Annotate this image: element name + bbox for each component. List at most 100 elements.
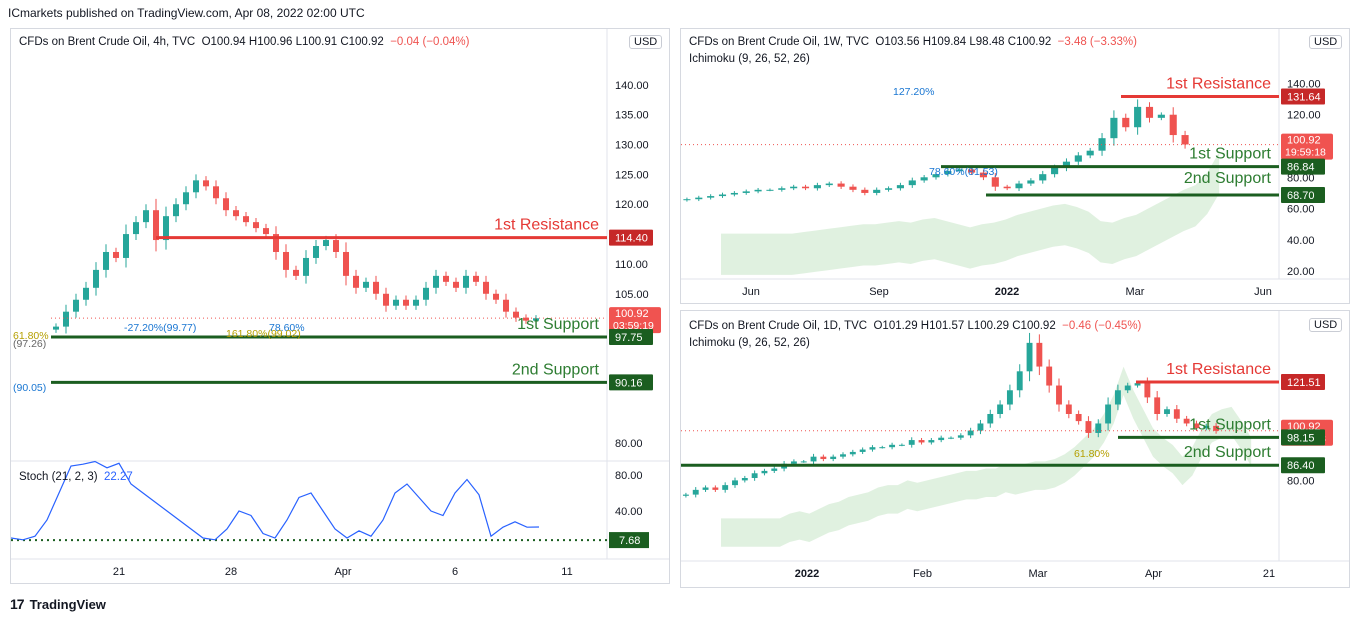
candle-body: [968, 169, 976, 173]
candle-body: [1074, 155, 1082, 162]
candle-body: [718, 194, 727, 197]
level-price-label: 86.40: [1287, 460, 1315, 472]
candle-body: [263, 228, 269, 235]
candle-body: [1105, 404, 1112, 424]
tradingview-logo-icon: 17: [10, 596, 25, 612]
candle-body: [63, 311, 69, 327]
candle-body: [885, 188, 893, 190]
candle-body: [1110, 117, 1118, 139]
level-price-badge: [1281, 88, 1325, 105]
y-tick-label: 125.00: [615, 169, 649, 181]
y-tick-label: 80.00: [1287, 172, 1315, 184]
candle-body: [73, 299, 79, 312]
candle-body: [193, 180, 199, 193]
candle-body: [1095, 423, 1102, 433]
candle-body: [948, 437, 954, 439]
candle-body: [849, 186, 857, 190]
resistance-label: 1st Resistance: [494, 217, 599, 234]
candle-body: [840, 454, 846, 457]
candle-body: [1144, 383, 1151, 398]
y-tick-label: 105.00: [615, 289, 649, 301]
candle-body: [1026, 342, 1033, 372]
candle-body: [977, 423, 984, 431]
y-tick-label: 110.00: [615, 259, 648, 271]
stoch-y-tick: 40.00: [615, 506, 643, 518]
chart-panel-1d[interactable]: 80.002022FebMarApr21100.9219:59:18121.51…: [680, 310, 1350, 588]
chart-panel-4h[interactable]: 140.00135.00130.00125.00120.00115.00110.…: [10, 28, 670, 584]
candle-body: [483, 281, 489, 294]
candle-body: [1051, 167, 1059, 175]
candle-body: [1169, 114, 1177, 136]
level-price-badge: [609, 229, 653, 246]
level-price-badge: [1281, 373, 1325, 390]
candle-body: [123, 234, 129, 258]
candle-body: [53, 326, 59, 330]
candle-body: [1145, 106, 1154, 118]
footer-brand: TradingView: [29, 596, 106, 612]
candle-body: [692, 489, 699, 495]
candle-body: [695, 197, 703, 200]
current-price-badge: [609, 307, 661, 334]
candle-body: [363, 281, 369, 288]
level-price-label: 90.16: [615, 377, 643, 389]
candle-body: [1203, 425, 1210, 429]
stoch-y-tick: 80.00: [615, 470, 643, 482]
candle-body: [513, 311, 519, 318]
x-tick-label: 28: [225, 566, 237, 578]
candle-body: [682, 494, 689, 496]
tradingview-footer[interactable]: 17 TradingView: [10, 596, 106, 612]
candle-body: [1015, 183, 1023, 189]
chart-1d-svg[interactable]: 80.002022FebMarApr21100.9219:59:18121.51…: [681, 311, 1349, 587]
candle-body: [293, 269, 299, 276]
chart-4h-svg[interactable]: 140.00135.00130.00125.00120.00115.00110.…: [11, 29, 669, 583]
candle-body: [967, 430, 974, 436]
candle-body: [1181, 135, 1189, 145]
candle-body: [837, 183, 845, 187]
candle-body: [1036, 342, 1043, 367]
publisher-header: ICmarkets published on TradingView.com, …: [8, 6, 365, 20]
candle-body: [1039, 174, 1047, 181]
candle-body: [323, 240, 329, 247]
candle-body: [979, 172, 987, 178]
candle-body: [932, 174, 940, 178]
candle-body: [103, 251, 109, 270]
candle-body: [751, 473, 758, 479]
fib-annotation: 61.80%: [13, 330, 49, 342]
y-tick-label: 140.00: [615, 80, 649, 92]
level-price-badge: [609, 374, 653, 391]
candle-body: [1114, 390, 1121, 405]
support-label: 2nd Support: [1184, 444, 1272, 461]
candle-body: [453, 281, 459, 288]
candle-body: [383, 293, 389, 306]
fib-annotation: (97.26): [13, 338, 46, 350]
currency-button[interactable]: USD: [629, 35, 663, 49]
candle-body: [987, 413, 994, 424]
candle-body: [183, 192, 189, 205]
candle-body: [908, 440, 915, 445]
chart-panel-1w[interactable]: 140.00120.00100.0080.0060.0040.0020.00Ju…: [680, 28, 1350, 304]
candle-body: [303, 257, 309, 276]
candle-body: [879, 447, 886, 449]
candle-body: [393, 299, 399, 306]
candle-body: [683, 199, 691, 201]
candle-body: [1213, 425, 1220, 431]
chart-1w-svg[interactable]: 140.00120.00100.0080.0060.0040.0020.00Ju…: [681, 29, 1349, 303]
candle-body: [1134, 106, 1142, 128]
candle-body: [523, 317, 529, 321]
stoch-line: [11, 460, 540, 541]
current-price-badge: [1281, 133, 1333, 160]
y-tick-label: 120.00: [1287, 110, 1321, 122]
indicator-label: Ichimoku (9, 26, 52, 26): [689, 337, 810, 349]
candle-body: [928, 440, 935, 443]
currency-button[interactable]: USD: [1309, 35, 1343, 49]
level-price-label: 86.84: [1287, 162, 1315, 174]
candle-body: [991, 177, 999, 187]
x-tick-label: 6: [452, 566, 458, 578]
candle-body: [353, 275, 359, 288]
stoch-value: 22.27: [104, 471, 133, 483]
currency-button[interactable]: USD: [1309, 318, 1343, 332]
support-label: 2nd Support: [512, 361, 600, 378]
fib-annotation: 127.20%: [893, 86, 934, 98]
fib-annotation: 78.60%(81.53): [929, 166, 998, 178]
candle-body: [1164, 409, 1170, 414]
